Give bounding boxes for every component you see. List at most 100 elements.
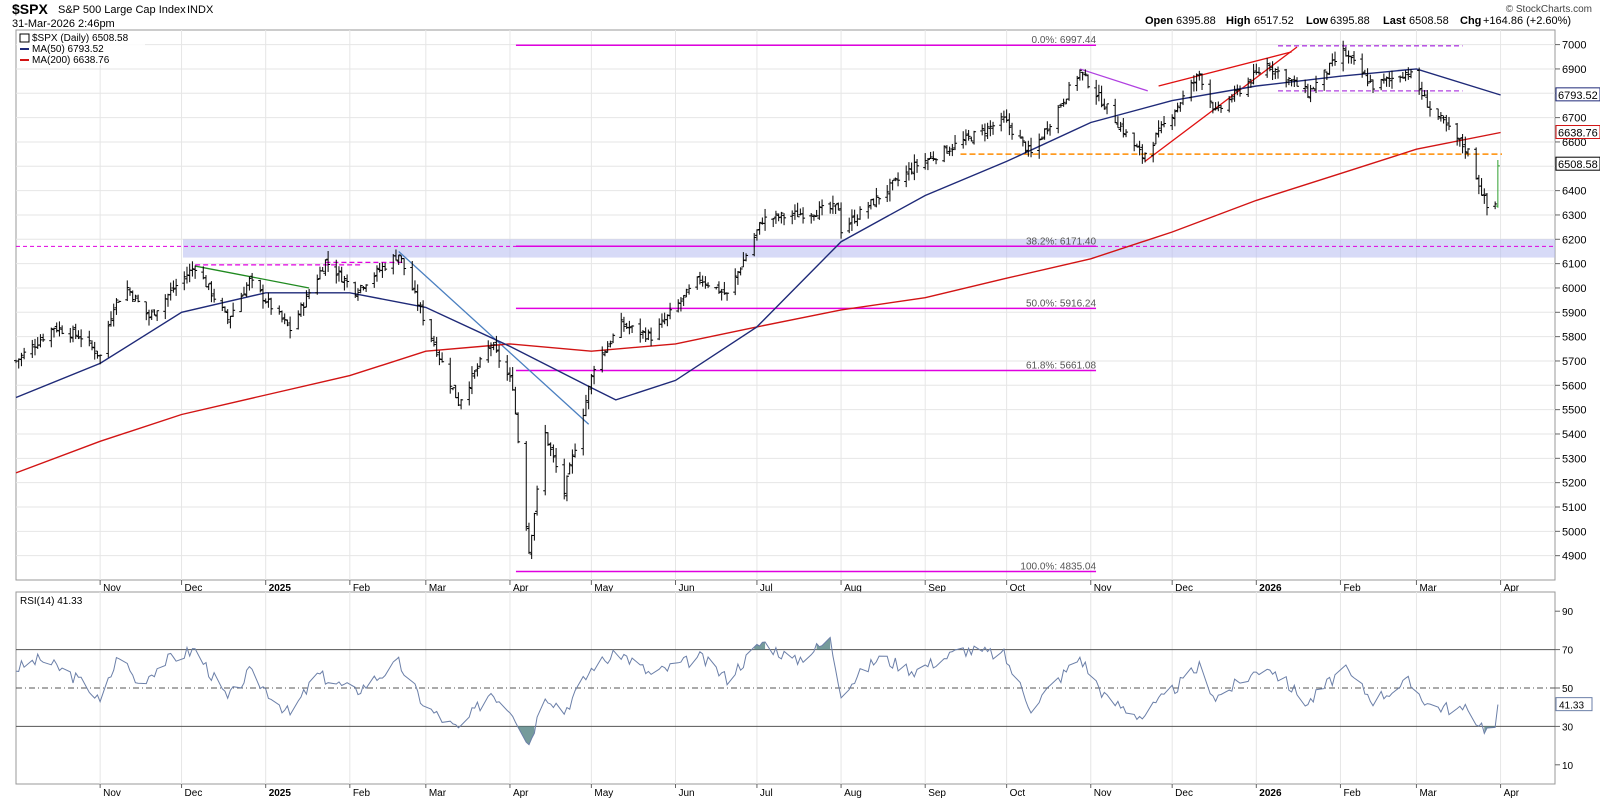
rsi-x-tick-label: Apr <box>1504 788 1520 799</box>
rsi-x-tick-label: 2025 <box>269 788 292 799</box>
price-y-tick-label: 5200 <box>1562 478 1586 490</box>
rsi-x-tick-label: 2026 <box>1259 788 1282 799</box>
price-x-tick-label: Jul <box>760 583 773 594</box>
symbol-label: $SPX <box>12 1 48 17</box>
price-x-tick-label: 2026 <box>1259 583 1282 594</box>
price-y-tick-label: 5300 <box>1562 453 1586 465</box>
price-last-label-box <box>1555 156 1600 171</box>
price-x-tick-label: Apr <box>513 583 529 594</box>
ma200-last-label-box <box>1555 125 1600 140</box>
price-x-tick-label: Nov <box>103 583 121 594</box>
price-x-tick-label: Dec <box>1175 583 1193 594</box>
legend-price: $SPX (Daily) 6508.58 <box>32 33 129 44</box>
rsi-x-tick-label: Apr <box>513 788 529 799</box>
price-y-tick-label: 6700 <box>1562 113 1586 125</box>
rsi-x-tick-label: Feb <box>1343 788 1361 799</box>
last-label: Last <box>1383 15 1406 27</box>
rsi-y-tick-label: 30 <box>1562 722 1574 733</box>
rsi-x-tick-label: Nov <box>103 788 121 799</box>
rsi-x-tick-label: Jul <box>760 788 773 799</box>
legend-background <box>17 31 145 65</box>
rsi-x-tick-label: Mar <box>1419 788 1437 799</box>
ma50-line <box>15 68 1501 401</box>
chg-value: +164.86 (+2.60%) <box>1483 15 1571 27</box>
rsi-x-tick-label: May <box>594 788 613 799</box>
price-y-tick-label: 5600 <box>1562 380 1586 392</box>
price-y-axis: 4900 5000 5100 5200 5300 5400 5500 5600 5700 5800… <box>1555 40 1600 563</box>
price-x-tick-label: Oct <box>1010 583 1026 594</box>
fib-level-label: 61.8%: 5661.08 <box>1026 360 1096 371</box>
last-value: 6508.58 <box>1409 15 1449 27</box>
ma50-last-label: 6793.52 <box>1558 90 1598 102</box>
price-panel <box>15 29 1556 581</box>
credit-label: © StockCharts.com <box>1506 4 1592 15</box>
high-value: 6517.52 <box>1254 15 1294 27</box>
trendlines <box>195 45 1502 425</box>
resistance-zone-rect <box>183 239 1555 258</box>
price-y-tick-label: 6400 <box>1562 186 1586 198</box>
rsi-legend: RSI(14) 41.33 <box>20 596 83 607</box>
price-y-tick-label: 5700 <box>1562 356 1586 368</box>
open-label: Open <box>1145 15 1173 27</box>
low-value: 6395.88 <box>1330 15 1370 27</box>
rsi-line <box>15 636 1499 746</box>
rsi-x-tick-label: Dec <box>185 788 203 799</box>
rsi-x-tick-label: Sep <box>928 788 946 799</box>
price-x-tick-label: Jun <box>679 583 695 594</box>
index-name: S&P 500 Large Cap Index <box>58 4 186 16</box>
price-y-tick-label: 6000 <box>1562 283 1586 295</box>
price-swatch <box>19 33 30 43</box>
price-x-tick-label: Mar <box>1419 583 1437 594</box>
trendline-purple <box>1079 68 1148 92</box>
price-y-tick-label: 6900 <box>1562 64 1586 76</box>
trendline-blue <box>398 250 590 425</box>
rsi-series-line <box>15 636 1499 746</box>
fib-level-label: 100.0%: 4835.04 <box>1020 561 1096 572</box>
rsi-y-axis: 10 30 50 70 90 41.33 <box>1555 607 1593 772</box>
rsi-last-label-box <box>1555 697 1593 712</box>
price-y-tick-label: 6600 <box>1562 137 1586 149</box>
price-x-tick-label: Mar <box>429 583 447 594</box>
exchange-label: INDX <box>187 4 214 16</box>
price-x-tick-label: Apr <box>1504 583 1520 594</box>
price-x-tick-label: Feb <box>353 583 371 594</box>
rsi-last-label: 41.33 <box>1559 701 1584 712</box>
rsi-x-tick-label: Mar <box>429 788 447 799</box>
ma50-last-label-box <box>1555 87 1600 102</box>
legend-ma200: MA(200) 6638.76 <box>32 55 110 66</box>
rsi-y-tick-label: 70 <box>1562 646 1574 657</box>
moving-averages <box>15 68 1501 474</box>
price-x-tick-label: Feb <box>1343 583 1361 594</box>
price-y-tick-label: 5100 <box>1562 502 1586 514</box>
rsi-x-tick-label: Dec <box>1175 788 1193 799</box>
price-y-tick-label: 5000 <box>1562 526 1586 538</box>
rsi-oversold-fill <box>518 726 535 745</box>
price-bars <box>14 40 1500 560</box>
price-y-tick-label: 6100 <box>1562 259 1586 271</box>
rsi-x-tick-label: Oct <box>1010 788 1026 799</box>
price-y-tick-label: 6200 <box>1562 234 1586 246</box>
rsi-x-tick-label: Feb <box>353 788 371 799</box>
fib-level-label: 50.0%: 5916.24 <box>1026 298 1096 309</box>
rsi-y-tick-label: 90 <box>1562 607 1574 618</box>
price-y-tick-label: 5800 <box>1562 332 1586 344</box>
price-last-label: 6508.58 <box>1558 159 1598 171</box>
price-y-tick-label: 6300 <box>1562 210 1586 222</box>
rsi-x-tick-label: Aug <box>844 788 862 799</box>
rsi-y-tick-label: 10 <box>1562 761 1574 772</box>
price-x-tick-label: Nov <box>1094 583 1112 594</box>
chg-label: Chg <box>1460 15 1481 27</box>
fib-level-label: 0.0%: 6997.44 <box>1032 35 1097 46</box>
price-y-tick-label: 7000 <box>1562 40 1586 52</box>
rsi-x-tick-label: Nov <box>1094 788 1112 799</box>
legend-ma50: MA(50) 6793.52 <box>32 44 104 55</box>
price-x-tick-label: Aug <box>844 583 862 594</box>
trendline-red-upper <box>1158 51 1292 87</box>
low-label: Low <box>1306 15 1328 27</box>
price-x-tick-label: Dec <box>185 583 203 594</box>
trendline-red-lower <box>1144 46 1298 162</box>
resistance-zone <box>16 239 1555 258</box>
fib-level-label: 38.2%: 6171.40 <box>1026 236 1096 247</box>
price-x-tick-label: May <box>594 583 613 594</box>
